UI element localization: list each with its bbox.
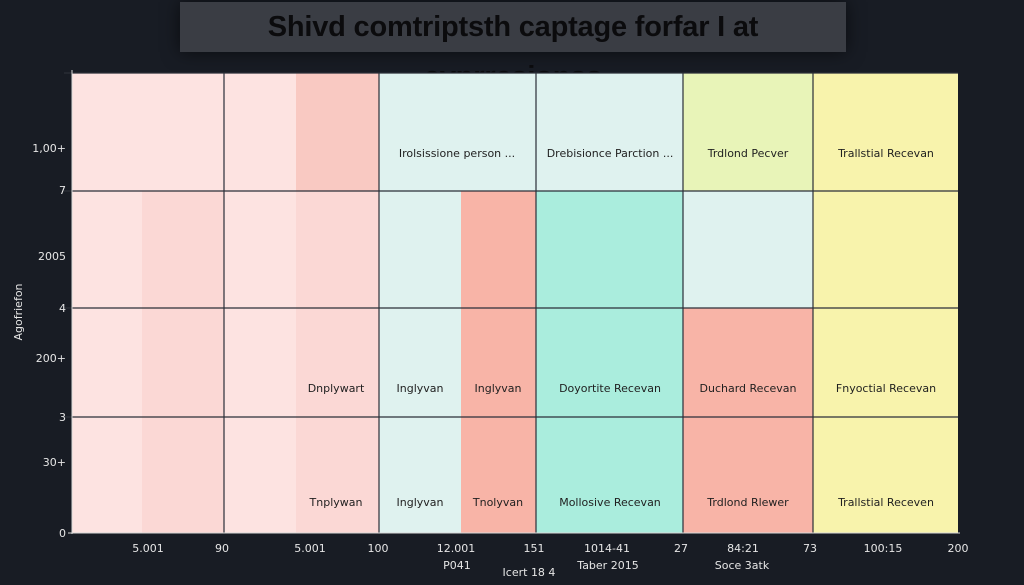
x-tick-label: 27 [674, 542, 688, 555]
x-group-label: Icert 18 4 [503, 566, 556, 579]
cell-label: Doyortite Recevan [559, 382, 661, 395]
x-group-label: Soce 3atk [715, 559, 770, 572]
x-tick-label: 12.001 [437, 542, 476, 555]
y-tick-label: 30+ [43, 456, 66, 469]
heatmap-tile-4 [296, 191, 379, 533]
x-tick-label: 100 [368, 542, 389, 555]
x-tick-label: 5.001 [294, 542, 326, 555]
y-tick-label: 200+ [36, 352, 66, 365]
x-tick-label: 200 [948, 542, 969, 555]
x-tick-label: 90 [215, 542, 229, 555]
heatmap-tile-1 [142, 191, 224, 533]
y-tick-label: 7 [59, 184, 66, 197]
y-tick-label: 2005 [38, 250, 66, 263]
heatmap-tile-3 [296, 73, 379, 191]
y-tick-label: 3 [59, 411, 66, 424]
cell-label: Trdlond Rlewer [706, 496, 789, 509]
y-axis-label: Agofriefon [12, 283, 25, 340]
cell-label: Mollosive Recevan [559, 496, 661, 509]
cell-label: Tnplywan [309, 496, 363, 509]
heatmap-tile-7 [536, 73, 683, 191]
heatmap-tile-2 [224, 73, 296, 533]
x-tick-label: 1014-41 [584, 542, 630, 555]
x-tick-label: 151 [524, 542, 545, 555]
heatmap-tile-12 [813, 73, 958, 533]
cell-label: Inglyvan [475, 382, 522, 395]
cell-label: Duchard Recevan [700, 382, 797, 395]
cell-label: Tnolyvan [472, 496, 523, 509]
heatmap-tile-10 [683, 191, 813, 308]
cell-label: Inglyvan [397, 496, 444, 509]
x-tick-label: 100:15 [864, 542, 903, 555]
x-tick-label: 5.001 [132, 542, 164, 555]
y-tick-label: 1,00+ [32, 142, 66, 155]
title-box: Shivd comtriptsth captage forfar I at ev… [180, 2, 846, 93]
heatmap-tile-8 [536, 191, 683, 533]
x-tick-label: 84:21 [727, 542, 759, 555]
heatmap-tile-6 [461, 191, 536, 533]
cell-label: Drebisionce Parction ... [547, 147, 674, 160]
cell-label: Trallstial Receven [837, 496, 934, 509]
cell-label: Trallstial Recevan [837, 147, 934, 160]
x-group-label: Taber 2015 [576, 559, 638, 572]
cell-label: Dnplywart [308, 382, 365, 395]
x-group-label: P041 [443, 559, 471, 572]
cell-label: Trdlond Pecver [707, 147, 789, 160]
cell-label: Fnyoctial Recevan [836, 382, 936, 395]
heatmap-tile-9 [683, 73, 813, 191]
cell-label: Irolsissione person ... [399, 147, 515, 160]
heatmap-tile-11 [683, 308, 813, 533]
y-tick-label: 4 [59, 302, 66, 315]
x-tick-label: 73 [803, 542, 817, 555]
cell-label: Inglyvan [397, 382, 444, 395]
y-tick-label: 0 [59, 527, 66, 540]
